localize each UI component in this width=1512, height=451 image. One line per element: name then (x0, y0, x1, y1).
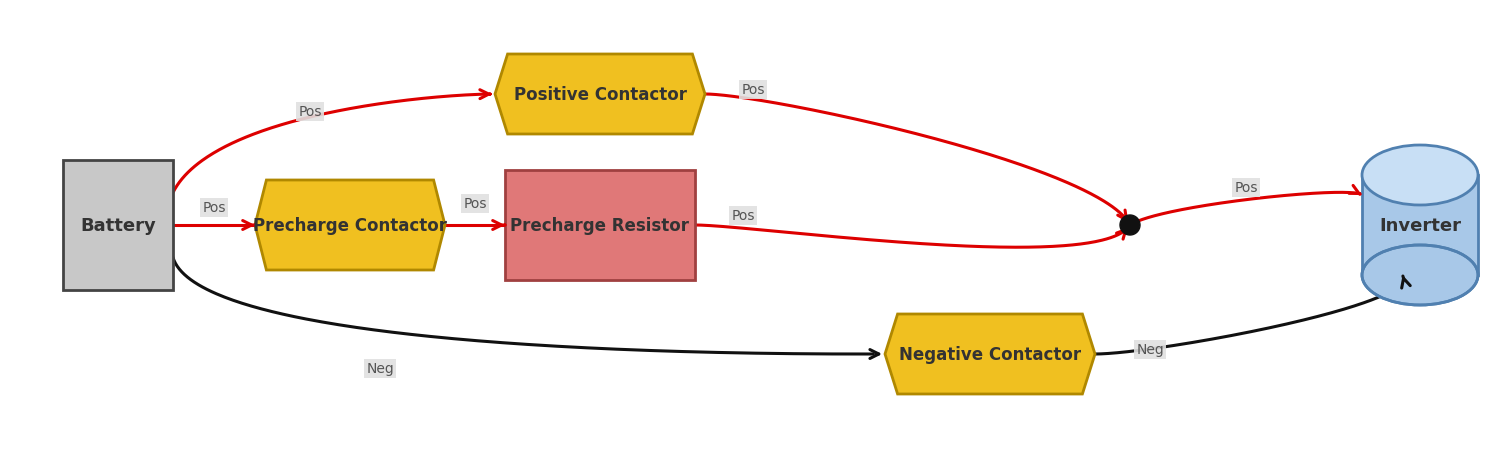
Text: Pos: Pos (732, 208, 754, 222)
Bar (505, 170, 696, 281)
Text: Positive Contactor: Positive Contactor (514, 86, 686, 104)
Text: Precharge Resistor: Precharge Resistor (511, 216, 689, 235)
Text: Neg: Neg (366, 361, 393, 375)
Bar (64, 161, 172, 290)
Circle shape (1120, 216, 1140, 235)
Ellipse shape (1362, 245, 1479, 305)
Bar (1362, 175, 1479, 276)
Text: Pos: Pos (463, 197, 487, 211)
Text: Negative Contactor: Negative Contactor (900, 345, 1081, 363)
Ellipse shape (1362, 146, 1479, 206)
Polygon shape (494, 55, 705, 135)
Text: Pos: Pos (1234, 180, 1258, 194)
Text: Pos: Pos (298, 105, 322, 119)
Polygon shape (885, 314, 1095, 394)
Text: Pos: Pos (203, 201, 225, 215)
Text: Precharge Contactor: Precharge Contactor (253, 216, 448, 235)
Text: Inverter: Inverter (1379, 216, 1461, 235)
Text: Neg: Neg (1136, 342, 1164, 356)
Text: Pos: Pos (741, 83, 765, 97)
Text: Battery: Battery (80, 216, 156, 235)
Polygon shape (256, 180, 445, 271)
